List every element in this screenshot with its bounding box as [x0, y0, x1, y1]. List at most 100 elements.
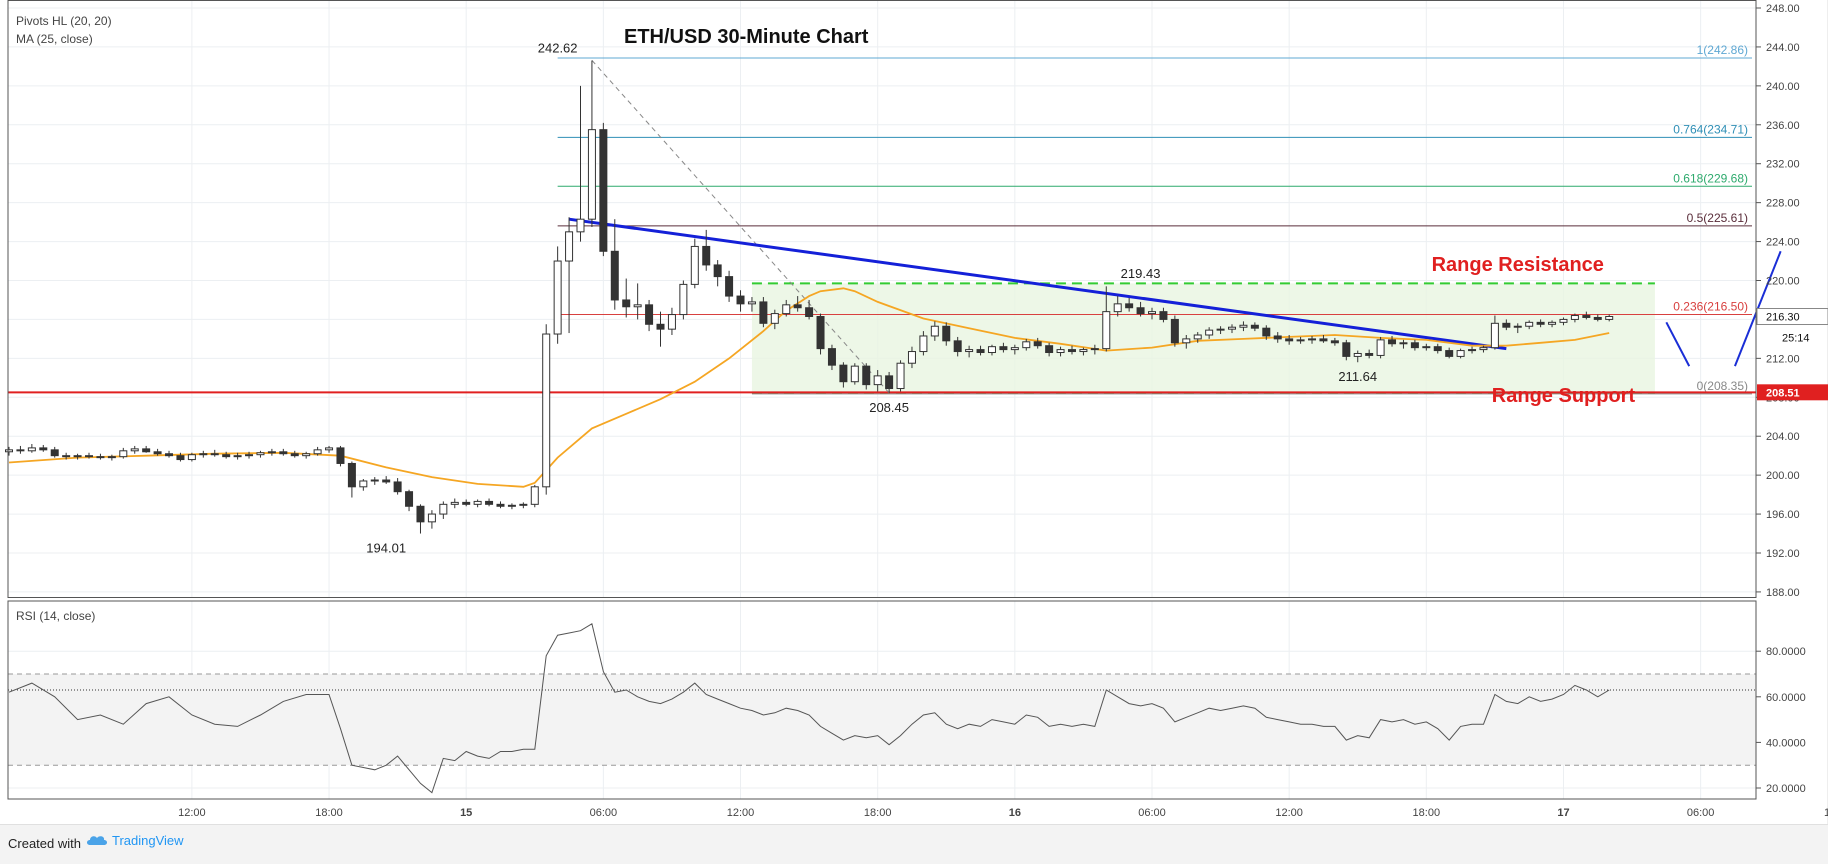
candle-body — [1113, 303, 1122, 313]
candle — [1582, 311, 1591, 320]
candle — [1079, 347, 1088, 356]
candle — [919, 331, 928, 356]
candle — [1548, 320, 1557, 328]
candle-body — [1285, 338, 1294, 342]
candle-body — [1456, 350, 1465, 357]
candle — [1445, 347, 1454, 359]
candle-body — [610, 250, 619, 301]
drawing-lines — [8, 60, 1782, 394]
candle — [1559, 317, 1568, 326]
candle-body — [530, 486, 539, 505]
ma-indicator-label[interactable]: MA (25, close) — [16, 32, 93, 46]
candle-body — [1490, 322, 1499, 349]
candle — [462, 499, 471, 507]
time-tick-label: 06:00 — [1138, 807, 1166, 819]
rsi-tick-label: 20.0000 — [1766, 783, 1806, 795]
candle — [199, 450, 208, 458]
candle-body — [245, 454, 254, 457]
candles — [5, 60, 1614, 534]
candle-body — [1125, 303, 1134, 309]
candle — [279, 448, 288, 456]
candle — [1205, 327, 1214, 339]
candle-body — [405, 491, 414, 507]
candle — [347, 461, 356, 498]
candle-body — [267, 451, 276, 454]
candle — [1479, 345, 1488, 353]
tradingview-link[interactable]: TradingView — [86, 833, 184, 848]
grid-lines — [8, 0, 1756, 799]
candle-body — [176, 455, 185, 461]
candle-body — [473, 500, 482, 505]
candle-body — [1159, 311, 1168, 320]
candle-body — [450, 501, 459, 505]
rsi-indicator-label[interactable]: RSI (14, close) — [16, 609, 95, 623]
candle-body — [1250, 324, 1259, 329]
candle-body — [1308, 338, 1317, 341]
candle-body — [416, 505, 425, 523]
candle — [187, 452, 196, 462]
candle — [233, 452, 242, 460]
candle — [427, 510, 436, 529]
candle-body — [427, 513, 436, 523]
price-tick-label: 200.00 — [1766, 470, 1800, 482]
rsi-pane-border — [7, 600, 1757, 800]
candle — [245, 451, 254, 459]
rsi-band — [8, 673, 1756, 766]
time-tick-label: 18:00 — [315, 807, 343, 819]
footer-bar: Created with TradingView — [0, 824, 1828, 864]
candle — [1365, 349, 1374, 359]
current-price-tag: 216.30 25:14 — [1756, 308, 1828, 345]
fibonacci-levels: 1(242.86) 0.764(234.71) 0.618(229.68) 0.5(2… — [557, 43, 1752, 395]
candle — [1422, 343, 1431, 351]
rsi-tick-label: 80.0000 — [1766, 646, 1806, 658]
candle — [1319, 334, 1328, 343]
candle-body — [565, 231, 574, 262]
current-price-box — [1756, 308, 1828, 326]
candle — [747, 297, 756, 312]
axes: 248.00 244.00 240.00 236.00 232.00 228.00 224.… — [178, 3, 1828, 819]
candle — [702, 229, 711, 271]
price-tick-label: 212.00 — [1766, 353, 1800, 365]
candle — [507, 503, 516, 510]
candle-body — [1445, 350, 1454, 357]
candle-body — [965, 349, 974, 353]
time-tick-label: 15 — [460, 807, 472, 819]
candle-body — [313, 449, 322, 455]
candle-body — [679, 283, 688, 316]
range-label: Range Support — [1492, 385, 1636, 407]
candle — [1228, 324, 1237, 334]
candle-body — [1148, 311, 1156, 315]
time-tick-label: 17 — [1557, 807, 1569, 819]
candle-body — [39, 447, 48, 451]
candle-body — [336, 447, 345, 464]
candle-body — [1296, 339, 1305, 342]
candle — [690, 238, 699, 289]
candle-body — [816, 316, 825, 350]
candle — [1010, 344, 1019, 355]
candle-body — [987, 346, 996, 354]
candle-body — [1410, 342, 1419, 349]
candle-body — [930, 325, 939, 337]
candle-body — [1205, 329, 1214, 336]
candle — [16, 445, 25, 454]
candle — [622, 278, 631, 318]
candle-body — [622, 299, 631, 308]
candle — [1490, 315, 1499, 350]
candle — [485, 498, 494, 507]
candle — [302, 451, 311, 459]
time-tick-label: 06:00 — [590, 807, 618, 819]
rsi-band-fill — [8, 674, 1756, 766]
candle-body — [1502, 322, 1511, 328]
candle-body — [1102, 311, 1111, 350]
candle — [1273, 332, 1282, 343]
fib-level-label: 1(242.86) — [1697, 43, 1748, 57]
candle — [1513, 323, 1522, 334]
candle — [1285, 334, 1294, 345]
rsi-layer — [8, 623, 1610, 794]
candle — [1102, 286, 1111, 352]
tradingview-brand: TradingView — [112, 833, 184, 848]
candle-body — [1022, 341, 1031, 349]
candle — [542, 324, 551, 495]
support-price-box — [1757, 384, 1828, 401]
pivots-indicator-label[interactable]: Pivots HL (20, 20) — [16, 14, 112, 28]
